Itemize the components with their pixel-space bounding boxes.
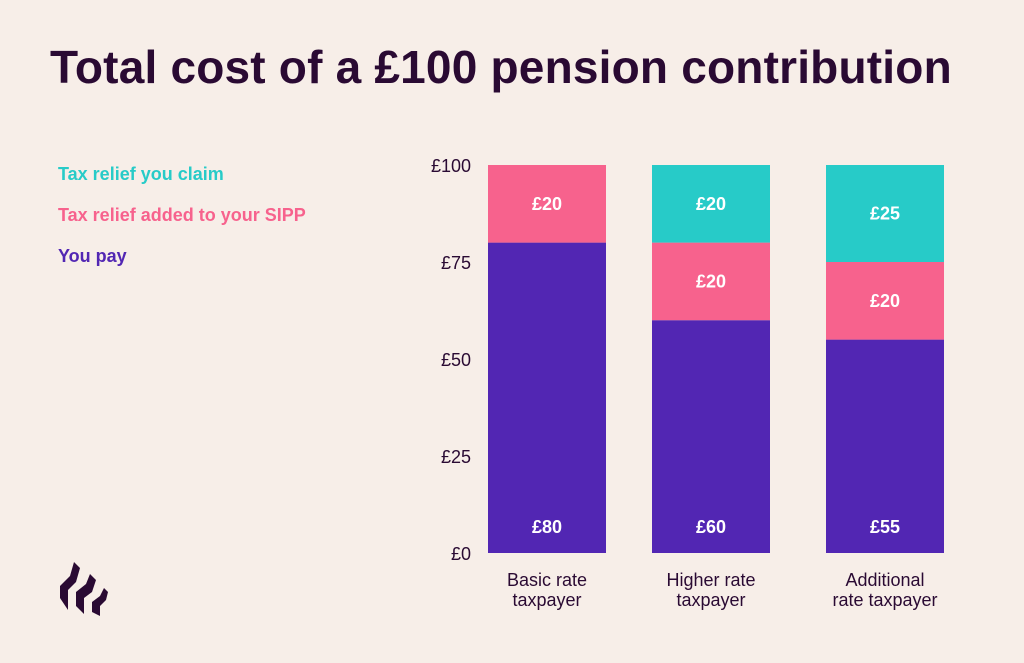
- y-tick-label: £25: [441, 447, 471, 467]
- y-tick-label: £75: [441, 253, 471, 273]
- x-category-label: Higher rate: [666, 570, 755, 590]
- bar-segment: [652, 165, 770, 243]
- bar-value-label: £20: [696, 194, 726, 214]
- bar-segment: [652, 242, 770, 321]
- bar-value-label: £55: [870, 517, 900, 537]
- x-category-label: Basic rate: [507, 570, 587, 590]
- bar-segment: [826, 339, 944, 553]
- bar-value-label: £20: [696, 271, 726, 291]
- bar-value-label: £60: [696, 517, 726, 537]
- y-tick-label: £0: [451, 544, 471, 564]
- x-category-label: Additional: [845, 570, 924, 590]
- y-tick-label: £50: [441, 350, 471, 370]
- x-category-label: rate taxpayer: [832, 590, 937, 610]
- chart-title: Total cost of a £100 pension contributio…: [50, 41, 952, 93]
- bar-value-label: £25: [870, 204, 900, 224]
- brand-logo-icon: [60, 562, 108, 616]
- bar-segment: [826, 262, 944, 340]
- legend-item-you-pay: You pay: [58, 246, 127, 266]
- legend-item-tax-relief-claim: Tax relief you claim: [58, 164, 224, 184]
- x-category-label: taxpayer: [512, 590, 581, 610]
- bar-segment: [488, 242, 606, 553]
- bar-value-label: £80: [532, 517, 562, 537]
- y-tick-label: £100: [431, 156, 471, 176]
- bar-value-label: £20: [870, 291, 900, 311]
- bar-segment: [488, 165, 606, 243]
- bar-segment: [826, 165, 944, 262]
- legend: Tax relief you claim Tax relief added to…: [58, 164, 306, 287]
- bar-value-label: £20: [532, 194, 562, 214]
- x-category-label: taxpayer: [676, 590, 745, 610]
- legend-item-tax-relief-sipp: Tax relief added to your SIPP: [58, 205, 306, 225]
- bar-segment: [652, 320, 770, 553]
